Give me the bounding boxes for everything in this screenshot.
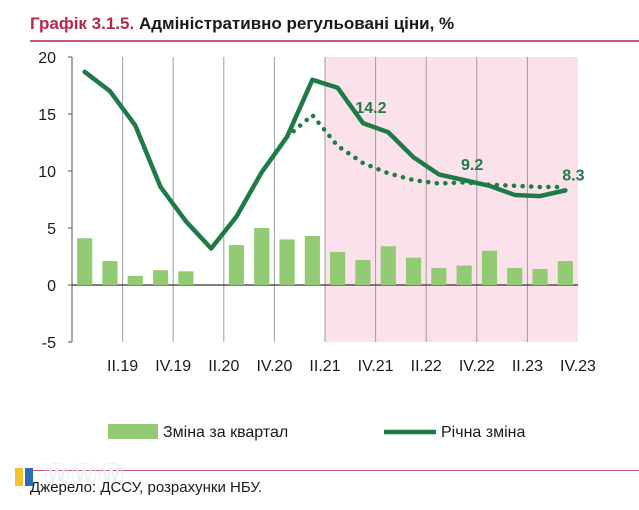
y-tick-label: 0: [47, 278, 56, 295]
legend-bar-swatch: [108, 424, 158, 439]
y-tick-label: -5: [42, 335, 56, 352]
bar: [254, 228, 270, 285]
chart-area: -5 0 5 10 15 20 II.19 IV.19 II.20 IV.20 II.21 IV.21…: [38, 50, 596, 441]
y-tick-label: 15: [38, 107, 56, 124]
chart-number: Графік 3.1.5.: [30, 14, 135, 33]
bar: [127, 275, 143, 285]
label-layer: 14.2 9.2 8.3: [355, 100, 584, 184]
bar: [557, 261, 573, 285]
x-tick-label: II.19: [107, 358, 138, 375]
bar: [228, 245, 245, 285]
source-note: Джерело: ДССУ, розрахунки НБУ.: [30, 479, 263, 496]
legend: Зміна за квартал Річна зміна: [108, 424, 525, 441]
bar-layer: [77, 228, 573, 285]
bar: [77, 238, 93, 285]
grid-layer: -5 0 5 10 15 20 II.19 IV.19 II.20 IV.20 II.21 IV.21…: [38, 50, 596, 375]
forecast-band: [325, 57, 578, 342]
data-label: 8.3: [562, 167, 584, 184]
x-tick-label: II.21: [309, 358, 340, 375]
x-tick-label: IV.23: [560, 358, 596, 375]
bar: [380, 246, 396, 285]
data-label: 9.2: [461, 157, 483, 174]
bar: [355, 259, 371, 285]
title-divider: [30, 40, 639, 42]
x-tick-label: IV.21: [358, 358, 394, 375]
legend-line-label: Річна зміна: [441, 424, 525, 441]
bar: [102, 261, 118, 285]
x-tick-label: II.20: [208, 358, 239, 375]
data-label: 14.2: [355, 100, 386, 117]
y-tick-label: 10: [38, 164, 56, 181]
bar: [507, 267, 523, 285]
x-tick-label: II.23: [512, 358, 543, 375]
bar: [431, 267, 447, 285]
bar: [152, 270, 169, 285]
legend-bar-label: Зміна за квартал: [163, 424, 288, 441]
x-tick-label: II.22: [411, 358, 442, 375]
watermark: ⓌⓌⓌ: [44, 461, 126, 491]
nbu-logo-icon: [15, 468, 33, 486]
footer-divider: [30, 470, 639, 471]
chart-title: Графік 3.1.5. Адміністративно регульован…: [30, 14, 454, 34]
line-layer: [82, 69, 568, 251]
bar: [279, 239, 295, 285]
bar: [405, 257, 422, 285]
x-tick-label: IV.22: [459, 358, 495, 375]
y-tick-label: 5: [47, 221, 56, 238]
chart-title-text: Адміністративно регульовані ціни, %: [138, 14, 455, 33]
bar: [304, 235, 320, 285]
annual-change-line: [82, 69, 568, 251]
bar: [178, 271, 194, 285]
x-tick-label: IV.20: [256, 358, 292, 375]
bar: [532, 269, 548, 285]
dotted-line: [284, 112, 568, 190]
bar: [481, 250, 498, 285]
bar: [330, 251, 346, 285]
forecast-band-layer: [325, 57, 578, 342]
y-tick-label: 20: [38, 50, 56, 67]
x-tick-label: IV.19: [155, 358, 191, 375]
bar: [456, 265, 472, 285]
